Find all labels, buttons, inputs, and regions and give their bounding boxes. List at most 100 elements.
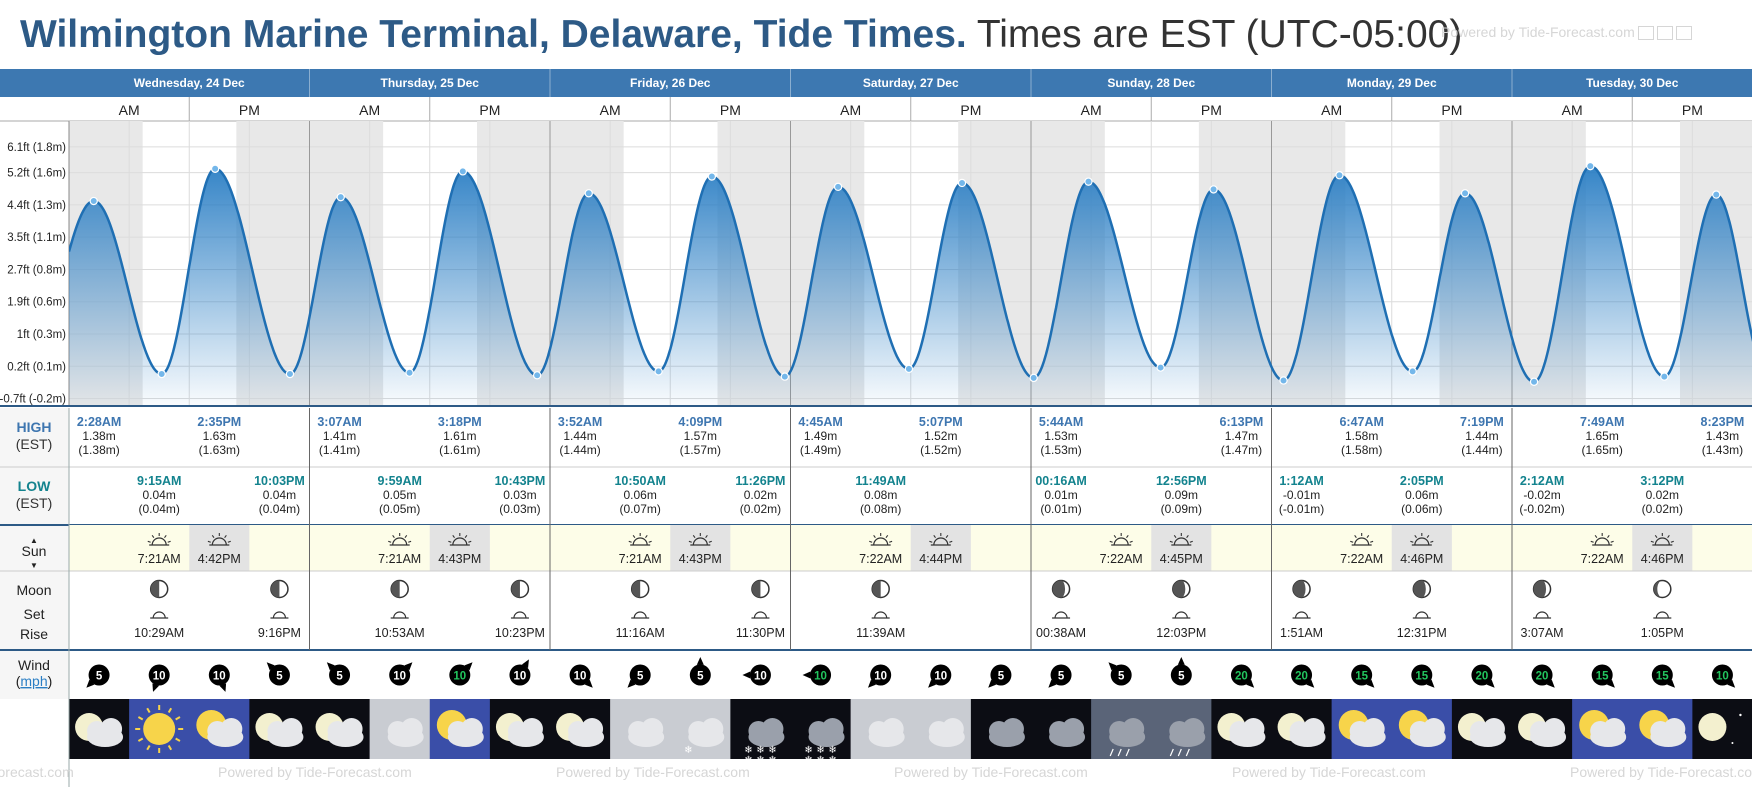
y-tick-label: 1ft (0.3m): [17, 329, 66, 341]
moon-shadow: [270, 580, 280, 598]
wind-speed: 5: [96, 671, 103, 683]
wind-speed: 20: [1536, 671, 1549, 683]
tide-point: [89, 196, 98, 206]
wind-speed: 5: [276, 671, 283, 683]
sunset-cell: [429, 525, 490, 571]
high-tide-time: 2:35PM: [197, 415, 241, 429]
cloud: [1122, 718, 1145, 740]
sunrise-time: 7:22AM: [1340, 552, 1383, 566]
wind-circle: [509, 664, 531, 686]
sunset-time: 4:42PM: [198, 552, 241, 566]
low-tide-time: 11:49AM: [855, 474, 906, 488]
wind-badge: 20: [1291, 664, 1315, 688]
wind-speed: 5: [697, 671, 704, 683]
sun-arc: [632, 537, 648, 546]
sun-ray: [1607, 534, 1610, 539]
sun-ray: [1126, 534, 1129, 539]
wind-arrow-head: [464, 662, 473, 671]
mph-link[interactable]: mph: [20, 673, 47, 689]
sun-ray: [404, 534, 408, 539]
wind-arrow-head: [1246, 679, 1255, 688]
logo-icon: [1656, 26, 1673, 41]
y-tick-label: 2.7ft (0.8m): [7, 264, 66, 276]
moonrise-label: Rise: [20, 626, 48, 642]
weather-icon-moon-cloud: [489, 699, 551, 759]
sun-ray: [1113, 534, 1117, 539]
cloud: [581, 718, 604, 740]
high-tide-height-alt: (1.49m): [800, 443, 841, 457]
wind-circle: [870, 664, 892, 686]
wind-speed: 15: [1656, 671, 1669, 683]
wind-badge: 20: [1531, 664, 1555, 688]
sun-ray: [1410, 540, 1414, 543]
sun-ray: [392, 534, 395, 539]
sun-ray: [1654, 534, 1658, 539]
sunrise-time: 7:21AM: [138, 552, 181, 566]
high-tide-time: 6:47AM: [1339, 415, 1383, 429]
cloud: [1422, 718, 1445, 740]
moon-phase-icon: [1051, 579, 1071, 599]
wind-badge: 10: [928, 664, 952, 688]
high-label: HIGH: [17, 419, 52, 435]
watermark-text: Powered by Tide-Forecast.com: [218, 764, 412, 780]
low-label: LOW: [18, 478, 51, 494]
sun-ray: [464, 534, 468, 539]
wind-speed: 5: [1118, 671, 1125, 683]
low-tide-height-alt: (0.09m): [1161, 502, 1202, 516]
moon-phase-icon: [871, 579, 890, 599]
y-tick-label: 1.9ft (0.6m): [7, 297, 66, 309]
wind-arrow-head: [152, 683, 160, 692]
low-tide-height-alt: (-0.02m): [1519, 502, 1564, 516]
sun-arc: [1354, 537, 1370, 546]
wind-circle: [749, 664, 771, 686]
wind-arrow-head: [1486, 679, 1495, 688]
weather-icon-sun: [129, 699, 190, 759]
moonrise-icon: [871, 611, 890, 619]
weather-icon-moon-cloud: [1512, 699, 1573, 759]
sunrise-icon: [388, 533, 412, 546]
wind-circle: [1411, 664, 1433, 686]
cloud: [520, 718, 543, 740]
high-tide-height: 1.65m: [1586, 429, 1619, 443]
cloud: [1603, 718, 1626, 740]
weather-icon-cloud: [610, 699, 671, 759]
tide-point: [1029, 373, 1038, 383]
tide-point: [210, 164, 220, 173]
raindrop: [1117, 748, 1122, 757]
am-label: AM: [1081, 102, 1102, 118]
wind-circle: [1110, 664, 1132, 686]
wind-arrow-head: [86, 679, 95, 688]
weather-icon-moon-cloud: [309, 699, 371, 759]
sunrise-icon: [147, 533, 171, 546]
snowflake: ❄: [756, 745, 764, 756]
tide-point: [1660, 372, 1669, 381]
snowflake: ❄: [768, 745, 776, 756]
high-tide-height-alt: (1.58m): [1341, 443, 1382, 457]
high-tide-time: 6:13PM: [1220, 415, 1264, 429]
sunrise-time: 7:22AM: [1100, 552, 1143, 566]
star: [1739, 713, 1742, 717]
weather-icon-cloud: [910, 699, 972, 759]
low-row: [69, 467, 1752, 525]
y-tick-label: 5.2ft (1.6m): [7, 168, 66, 180]
moon-phase-icon: [1532, 579, 1552, 599]
sunrise-icon: [1590, 533, 1614, 546]
sunrise-time: 7:22AM: [1581, 552, 1624, 566]
wind-speed: 10: [754, 671, 767, 683]
sun-ray: [692, 534, 696, 539]
sun-ray: [648, 540, 652, 543]
wind-arrow-head: [326, 662, 335, 671]
wind-arrow-head: [928, 679, 937, 688]
high-tide-height-alt: (1.43m): [1702, 443, 1743, 457]
sunrise-icon: [1109, 533, 1133, 546]
wind-speed: 15: [1355, 671, 1368, 683]
weather-icon-snow: ❄: [670, 699, 731, 759]
moon-shadow: [1172, 580, 1186, 598]
moonrise-icon: [1172, 611, 1191, 619]
wind-arrow-head: [1727, 679, 1736, 688]
weather-icon-rain: [1091, 699, 1152, 759]
am-label: AM: [840, 102, 861, 118]
sun-ray: [949, 540, 953, 543]
wind-speed: 15: [1596, 671, 1609, 683]
tide-point: [707, 172, 717, 181]
